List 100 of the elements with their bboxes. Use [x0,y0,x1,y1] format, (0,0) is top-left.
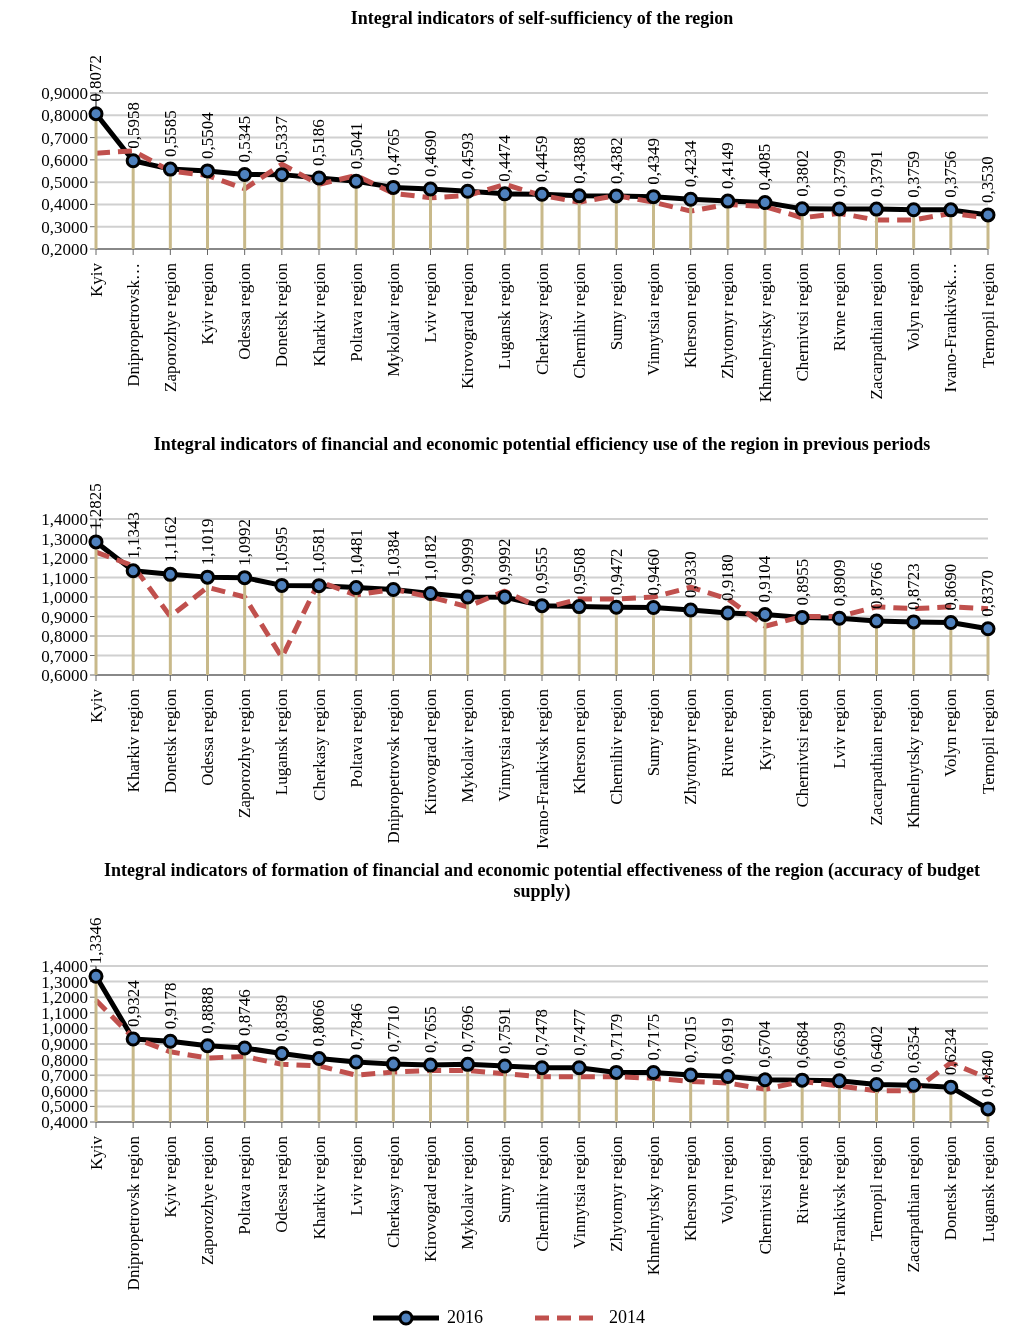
data-label: 0,4149 [718,142,738,190]
y-tick-label: 1,4000 [41,957,88,977]
point [608,599,624,615]
x-tick-label: Vinnytsia region [569,1135,589,1249]
x-tick-label: Volyn region [904,262,924,351]
x-tick-label: Kyiv region [198,262,217,345]
data-label: 0,4474 [495,134,515,182]
data-label: 1,1019 [198,518,217,566]
point [348,580,364,596]
point [88,106,104,122]
point [608,1064,624,1080]
chart-title: Integral indicators of financial and economic potential efficiency use of the region in previous periods [152,434,932,455]
point [125,563,141,579]
y-tick-label: 0,9000 [41,607,88,627]
data-label: 0,5585 [160,110,180,158]
data-label: 0,9324 [123,979,143,1027]
x-tick-label: Rivne region [829,262,849,352]
data-label: 0,9460 [644,548,663,596]
point [683,191,699,207]
data-label: 0,7591 [495,1007,515,1054]
x-tick-label: Cherkasy region [532,262,552,375]
data-label: 0,6639 [829,1022,849,1069]
x-tick-label: Vinnytsia region [644,262,663,376]
x-tick-label: Ternopil region [978,688,998,795]
point [757,195,773,211]
x-tick-label: Donetsk region [941,1135,961,1241]
x-tick-label: Lugansk region [978,1135,998,1243]
data-label: 0,4349 [644,137,663,185]
data-label: 0,7710 [383,1005,403,1053]
data-label: 0,3759 [904,151,924,198]
x-tick-label: Ivano-Frankivsk… [941,263,961,393]
data-label: 0,8690 [941,563,961,611]
x-tick-label: Kirovograd region [421,688,440,816]
x-tick-label: Mykolaiv region [458,688,478,803]
point [385,1056,401,1072]
point [311,1051,327,1067]
data-label: 0,9472 [606,548,626,596]
point [980,207,996,223]
data-label: 0,5958 [123,102,143,149]
x-tick-label: Chernivtsi region [792,688,812,808]
point [646,1064,661,1080]
point [274,577,290,593]
legend-label: 2016 [447,1307,483,1328]
data-label: 0,5337 [272,115,292,163]
data-label: 0,9330 [681,551,701,599]
point [943,1079,959,1095]
x-tick-label: Poltava region [346,688,366,788]
point [237,1040,253,1056]
point [794,1072,810,1088]
data-label: 0,7655 [421,1006,440,1053]
x-tick-label: Khmelnytsky region [904,688,924,829]
point [200,163,215,179]
point [497,1058,513,1074]
chart-title: Integral indicators of formation of financial and economic potential effectiveness of the region (accuracy of budget supply) [102,860,981,902]
point [683,1067,699,1083]
data-label: 0,4593 [458,132,478,180]
point [646,600,661,616]
point [757,1072,773,1088]
point [943,202,959,218]
data-label: 0,4459 [532,135,552,183]
x-tick-label: Lugansk region [272,688,292,796]
data-label: 0,4765 [383,128,403,176]
data-label: 0,4690 [421,130,440,178]
point [720,605,736,621]
data-label: 0,8066 [309,999,329,1047]
y-tick-label: 0,9000 [41,1035,88,1055]
x-tick-label: Poltava region [235,1135,255,1235]
point [534,186,550,202]
y-tick-label: 0,6000 [41,150,88,170]
x-tick-label: Zaporozhye region [198,1135,217,1265]
x-tick-label: Donetsk region [272,262,292,368]
data-label: 0,8955 [792,558,812,606]
data-label: 1,3346 [86,917,106,965]
x-tick-label: Zacarpathian region [867,688,886,826]
data-label: 0,7477 [569,1008,589,1056]
x-tick-label: Kharkiv region [309,262,329,367]
point [794,201,810,217]
y-tick-label: 0,4000 [41,195,88,215]
point [311,578,327,594]
x-tick-label: Kyiv region [755,688,775,771]
point [534,1060,550,1076]
y-tick-label: 1,1000 [41,568,88,588]
x-tick-label: Chernihiv region [532,1135,552,1252]
data-label: 0,7846 [346,1003,366,1050]
x-tick-label: Kirovograd region [421,1135,440,1263]
x-tick-label: Sumy region [644,688,663,777]
data-label: 0,5345 [235,115,255,163]
point [385,582,401,598]
y-tick-label: 0,3000 [41,217,88,237]
x-tick-label: Sumy region [495,1135,515,1224]
point [162,1033,178,1049]
point [869,613,884,629]
data-label: 1,1343 [123,512,143,559]
point [571,599,587,615]
data-label: 0,5504 [198,111,217,159]
x-tick-label: Zhytomyr region [606,1135,626,1252]
x-tick-label: Odessa region [272,1135,292,1233]
point [237,570,253,586]
data-label: 1,0595 [272,526,292,574]
data-label: 0,8723 [904,563,924,610]
